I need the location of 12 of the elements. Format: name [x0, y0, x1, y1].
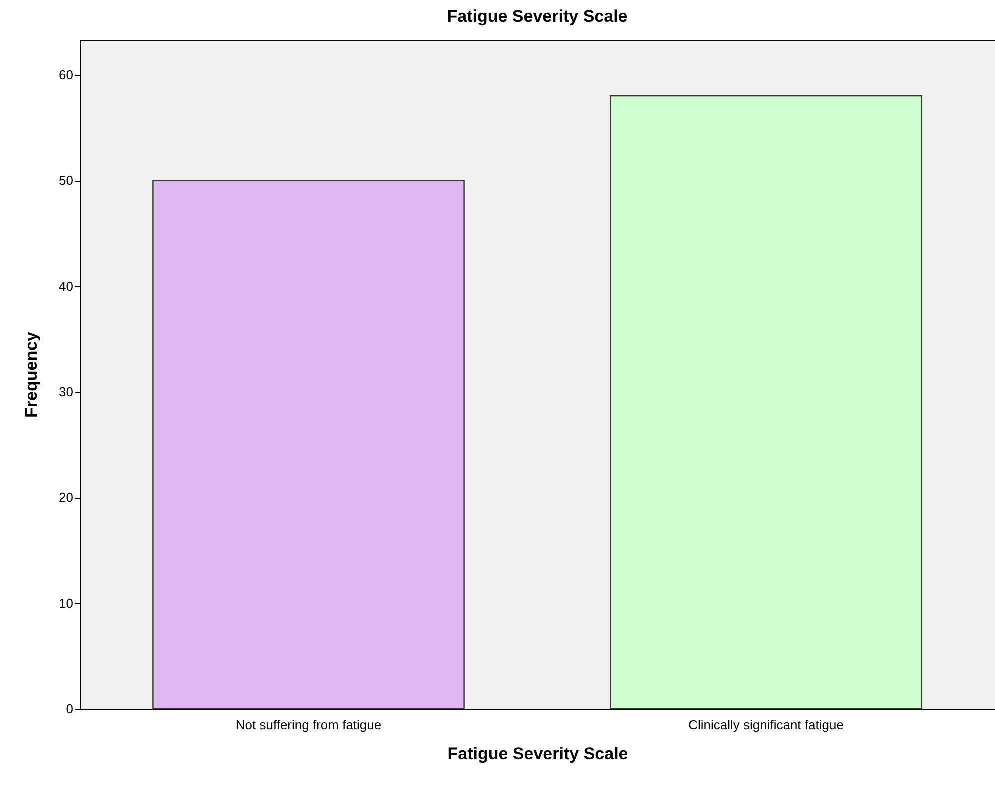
y-tick-label: 20	[59, 490, 74, 506]
y-axis-title: Frequency	[22, 331, 42, 418]
chart-title: Fatigue Severity Scale	[447, 7, 628, 26]
y-tick-label: 50	[59, 173, 74, 188]
x-axis-title: Fatigue Severity Scale	[448, 744, 628, 764]
y-tick-label: 10	[59, 596, 74, 611]
x-tick-label: Clinically significant fatigue	[688, 718, 844, 732]
y-tick-label: 60	[59, 67, 74, 82]
y-tick-label: 30	[59, 384, 74, 400]
y-tick-label: 40	[59, 278, 74, 294]
y-tick-label: 0	[66, 702, 74, 716]
x-tick-label: Not suffering from fatigue	[236, 718, 382, 732]
